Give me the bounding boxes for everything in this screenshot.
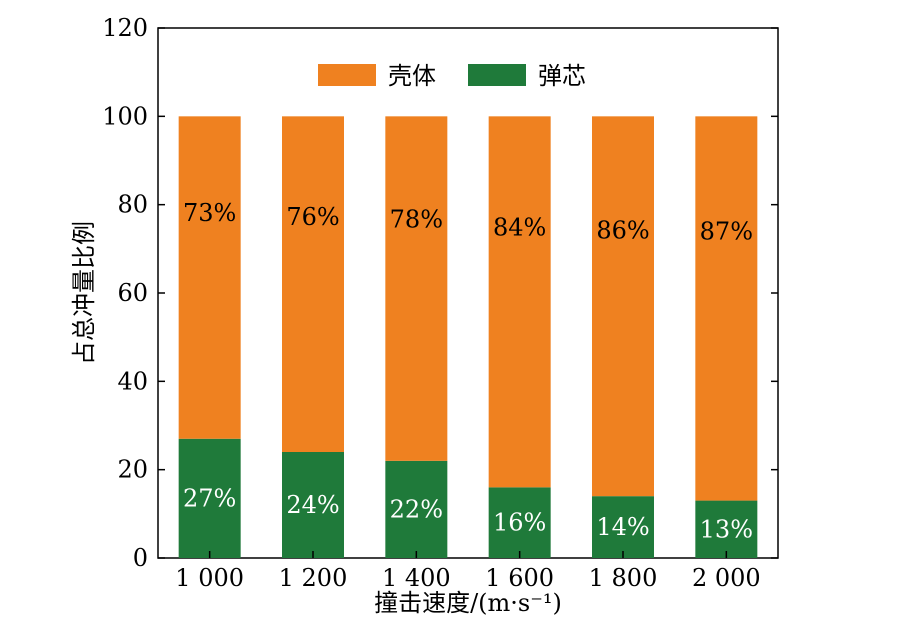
- y-tick-label-6: 120: [102, 14, 148, 42]
- y-tick-label-1: 20: [117, 456, 148, 484]
- legend: 壳体 弹芯: [318, 62, 586, 90]
- bars-group: [178, 116, 758, 558]
- y-tick-label-3: 60: [117, 279, 148, 307]
- legend-label-core: 弹芯: [538, 62, 586, 90]
- data-label-core-4: 14%: [596, 513, 649, 541]
- y-tick-label-0: 0: [133, 544, 148, 572]
- x-tick-label-2: 1 400: [382, 564, 451, 592]
- data-label-core-2: 22%: [390, 495, 443, 523]
- bar-core-1: [282, 452, 344, 558]
- plot-frame: [157, 27, 779, 559]
- data-label-shell-3: 84%: [493, 214, 546, 242]
- data-label-shell-4: 86%: [596, 216, 649, 244]
- x-tick-label-3: 1 600: [485, 564, 554, 592]
- data-label-shell-0: 73%: [183, 199, 236, 227]
- x-tick-label-0: 1 000: [175, 564, 244, 592]
- legend-swatch-core: [468, 64, 526, 86]
- x-axis-label: 撞击速度/(m·s⁻¹): [374, 589, 562, 617]
- bar-core-3: [488, 487, 551, 558]
- bar-shell-3: [488, 116, 551, 488]
- x-tick-label-5: 2 000: [692, 564, 761, 592]
- y-axis-label: 占总冲量比例: [70, 221, 98, 365]
- y-tick-label-4: 80: [117, 191, 148, 219]
- data-label-core-1: 24%: [286, 491, 339, 519]
- bar-shell-2: [385, 116, 448, 461]
- bar-core-5: [695, 500, 758, 558]
- legend-label-shell: 壳体: [388, 62, 436, 90]
- y-axis: 0 20 40 60 80 100 120: [102, 14, 778, 572]
- data-label-shell-5: 87%: [700, 218, 753, 246]
- data-label-core-3: 16%: [493, 509, 546, 537]
- bar-core-2: [385, 460, 448, 558]
- x-tick-label-4: 1 800: [589, 564, 658, 592]
- bar-shell-5: [695, 116, 758, 501]
- data-label-shell-2: 78%: [390, 206, 443, 234]
- bar-shell-4: [592, 116, 654, 497]
- x-axis: 1 000 1 200 1 400 1 600 1 800 2 000: [175, 551, 761, 592]
- bar-core-4: [592, 496, 654, 558]
- data-label-core-0: 27%: [183, 484, 236, 512]
- bar-labels-group: 27% 73% 24% 76% 22% 78% 16% 84% 14% 86% 13% 87%: [183, 199, 753, 543]
- bar-shell-1: [282, 116, 344, 452]
- y-tick-label-5: 100: [102, 102, 148, 130]
- x-tick-label-1: 1 200: [279, 564, 348, 592]
- data-label-core-5: 13%: [700, 515, 753, 543]
- data-label-shell-1: 76%: [286, 203, 339, 231]
- legend-swatch-shell: [318, 64, 376, 86]
- y-tick-label-2: 40: [117, 367, 148, 395]
- bar-shell-0: [178, 116, 241, 439]
- bar-core-0: [178, 438, 241, 558]
